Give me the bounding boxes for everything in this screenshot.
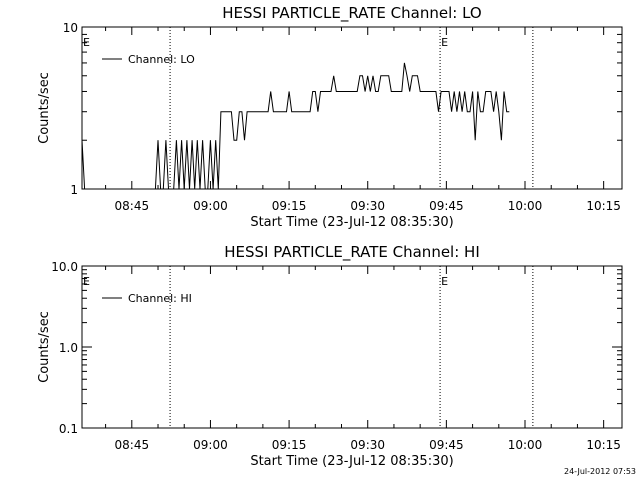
event-marker: E xyxy=(83,36,90,49)
x-tick-label: 10:15 xyxy=(586,438,621,452)
y-axis-label: Counts/sec xyxy=(37,311,52,383)
x-tick-label: 08:45 xyxy=(115,438,150,452)
x-tick-label: 08:45 xyxy=(115,199,150,213)
series-line xyxy=(81,62,510,190)
event-marker: E xyxy=(441,36,448,49)
y-tick-label: 10.0 xyxy=(51,260,78,274)
x-tick-label: 09:45 xyxy=(429,199,464,213)
y-tick-label: 10 xyxy=(63,21,78,35)
y-axis-label: Counts/sec xyxy=(37,72,52,144)
event-marker: E xyxy=(441,275,448,288)
legend-label: Channel: HI xyxy=(128,292,192,305)
x-tick-label: 09:30 xyxy=(350,199,385,213)
event-marker: E xyxy=(83,275,90,288)
x-tick-label: 10:00 xyxy=(508,199,543,213)
x-axis-label: Start Time (23-Jul-12 08:35:30) xyxy=(250,454,453,469)
chart-title: HESSI PARTICLE_RATE Channel: HI xyxy=(224,243,480,262)
x-tick-label: 09:00 xyxy=(193,438,228,452)
legend-label: Channel: LO xyxy=(128,53,195,66)
x-tick-label: 09:00 xyxy=(193,199,228,213)
y-tick-label: 0.1 xyxy=(59,422,78,436)
y-tick-label: 1.0 xyxy=(59,341,78,355)
x-tick-label: 09:30 xyxy=(350,438,385,452)
x-tick-label: 09:45 xyxy=(429,438,464,452)
plot-frame xyxy=(81,265,623,429)
x-tick-label: 10:00 xyxy=(508,438,543,452)
chart-title: HESSI PARTICLE_RATE Channel: LO xyxy=(222,4,481,23)
timestamp: 24-Jul-2012 07:53 xyxy=(564,467,636,476)
x-tick-label: 10:15 xyxy=(586,199,621,213)
x-tick-label: 09:15 xyxy=(272,438,307,452)
x-tick-label: 09:15 xyxy=(272,199,307,213)
y-tick-label: 1 xyxy=(70,183,78,197)
plot-frame xyxy=(81,26,623,190)
x-axis-label: Start Time (23-Jul-12 08:35:30) xyxy=(250,215,453,230)
